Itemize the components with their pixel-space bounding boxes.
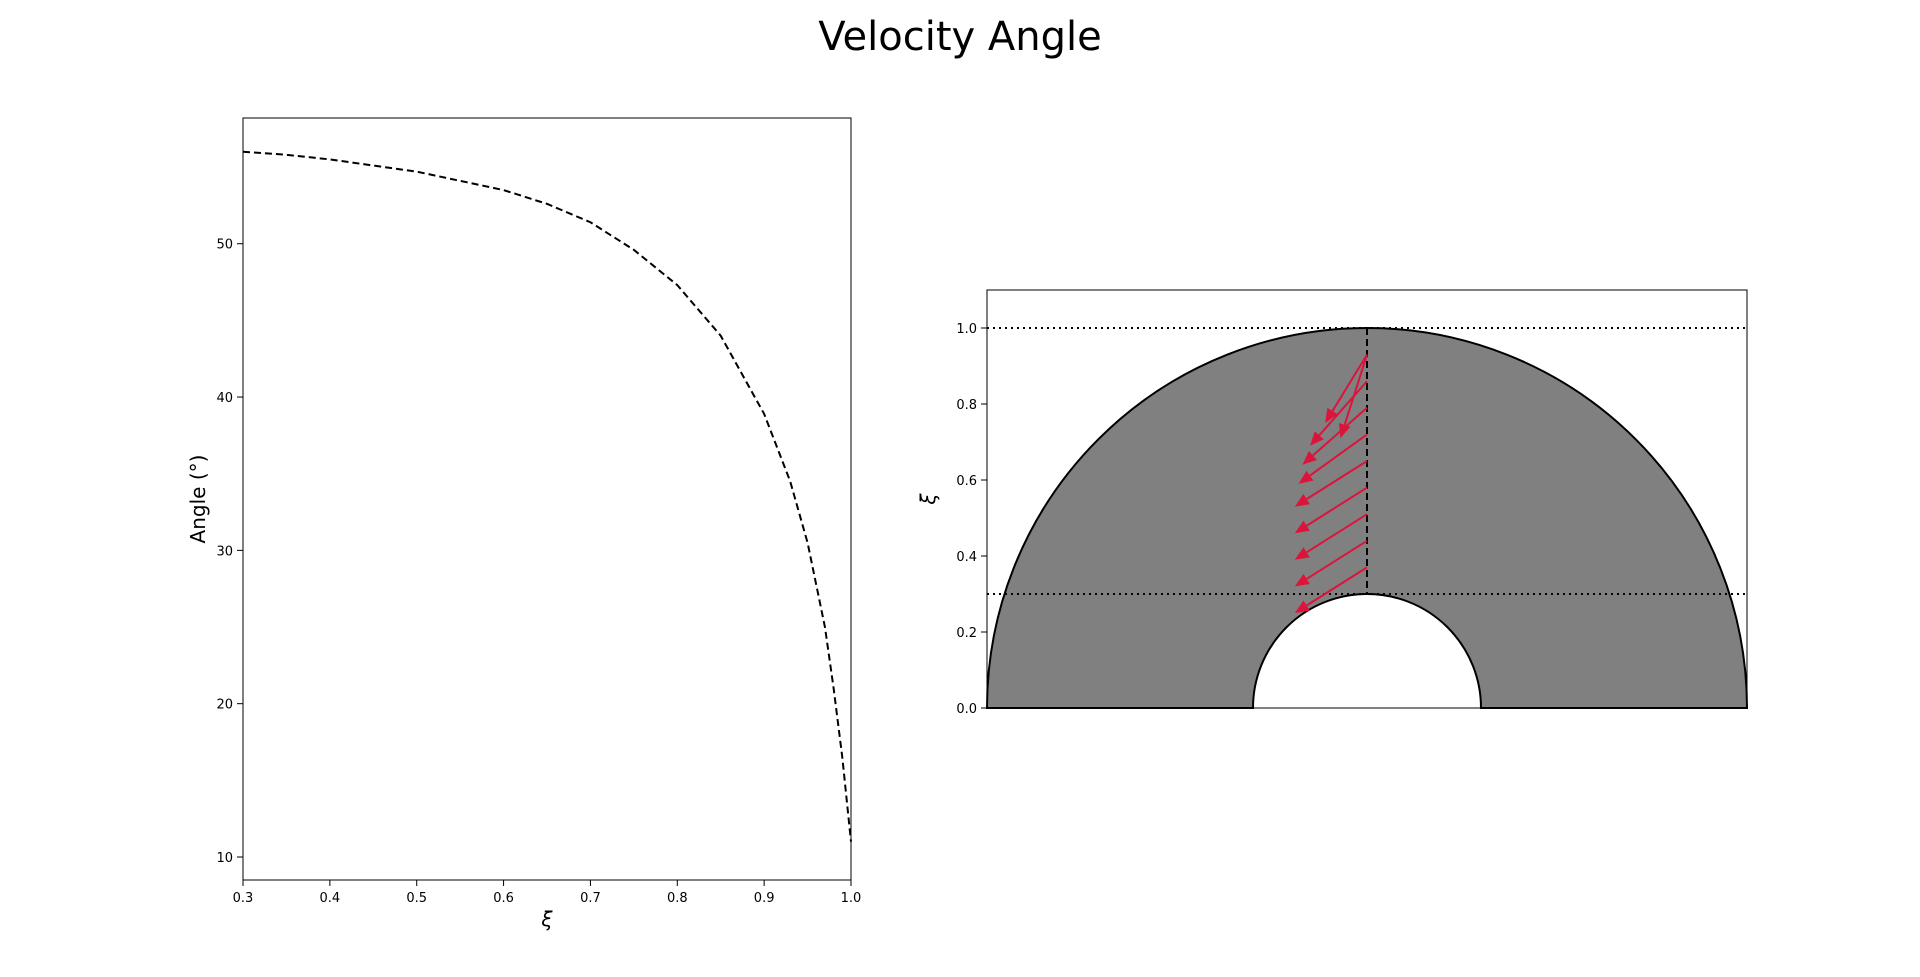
velocity-arrow: [1294, 486, 1368, 534]
velocity-arrow-head: [1294, 547, 1310, 560]
right-y-tick-label: 0.4: [956, 550, 977, 565]
left-x-tick-label: 0.8: [667, 891, 688, 906]
velocity-arrow-shaft: [1306, 460, 1368, 500]
velocity-arrow-shaft: [1331, 354, 1368, 412]
velocity-arrow: [1325, 354, 1368, 423]
velocity-arrow: [1302, 407, 1368, 465]
left-y-axis-label: Angle (°): [186, 455, 210, 544]
right-y-tick-label: 1.0: [956, 322, 977, 337]
velocity-arrow-shaft: [1318, 380, 1368, 436]
left-y-tick-label: 30: [216, 544, 233, 559]
velocity-arrow-head: [1338, 423, 1351, 439]
angle-line-plot: 0.3 0.4 0.5 0.6 0.7 0.8 0.9 1.0 10 20 30 40 50 ξ An…: [186, 117, 862, 931]
velocity-arrow: [1294, 460, 1368, 507]
left-x-tick-label: 0.5: [406, 891, 427, 906]
right-y-ticks: 0.0 0.2 0.4 0.6 0.8 1.0: [956, 322, 987, 717]
velocity-arrow-head: [1294, 573, 1310, 587]
velocity-arrows: [1294, 354, 1368, 613]
velocity-arrow-shaft: [1312, 407, 1368, 457]
velocity-arrow-shaft: [1309, 433, 1368, 477]
right-plot-frame: [986, 289, 1748, 709]
velocity-arrow-head: [1294, 494, 1310, 507]
left-x-tick-label: 0.9: [754, 891, 775, 906]
left-y-tick-label: 20: [216, 698, 233, 713]
figure-title: Velocity Angle: [818, 14, 1101, 60]
velocity-arrow-shaft: [1306, 513, 1368, 554]
velocity-arrow-head: [1294, 520, 1310, 534]
velocity-arrow: [1294, 539, 1368, 587]
left-y-tick-label: 10: [216, 851, 233, 866]
velocity-arrow-shaft: [1306, 486, 1368, 527]
annulus-diagram: 0.0 0.2 0.4 0.6 0.8 1.0 ξ: [916, 289, 1749, 717]
right-y-tick-label: 0.6: [956, 474, 977, 489]
left-x-ticks: 0.3 0.4 0.5 0.6 0.7 0.8 0.9 1.0: [233, 880, 862, 906]
left-x-tick-label: 0.4: [320, 891, 341, 906]
velocity-arrow: [1298, 433, 1368, 484]
left-x-tick-label: 0.7: [580, 891, 601, 906]
velocity-arrow-head: [1298, 470, 1314, 484]
left-plot-frame: [242, 117, 852, 881]
velocity-arrow-shaft: [1343, 354, 1368, 426]
velocity-arrow-head: [1310, 431, 1324, 446]
right-y-tick-label: 0.0: [956, 702, 977, 717]
velocity-arrow-head: [1294, 600, 1310, 613]
right-y-tick-label: 0.8: [956, 398, 977, 413]
velocity-arrow: [1338, 354, 1368, 439]
velocity-arrow-shaft: [1306, 539, 1368, 580]
velocity-arrow: [1294, 566, 1368, 613]
left-x-tick-label: 0.3: [233, 891, 254, 906]
velocity-arrow: [1310, 380, 1368, 446]
left-x-axis-label: ξ: [540, 907, 553, 931]
right-y-axis-label: ξ: [916, 493, 940, 506]
left-y-tick-label: 50: [216, 238, 233, 253]
velocity-arrow-head: [1302, 451, 1317, 465]
velocity-arrow-head: [1325, 407, 1338, 423]
right-y-tick-label: 0.2: [956, 626, 977, 641]
left-y-tick-label: 40: [216, 391, 233, 406]
velocity-arrow-shaft: [1306, 566, 1368, 607]
velocity-arrow: [1294, 513, 1368, 560]
left-x-tick-label: 1.0: [841, 891, 862, 906]
left-y-ticks: 10 20 30 40 50: [216, 238, 243, 866]
left-x-tick-label: 0.6: [493, 891, 514, 906]
angle-curve: [242, 150, 852, 842]
